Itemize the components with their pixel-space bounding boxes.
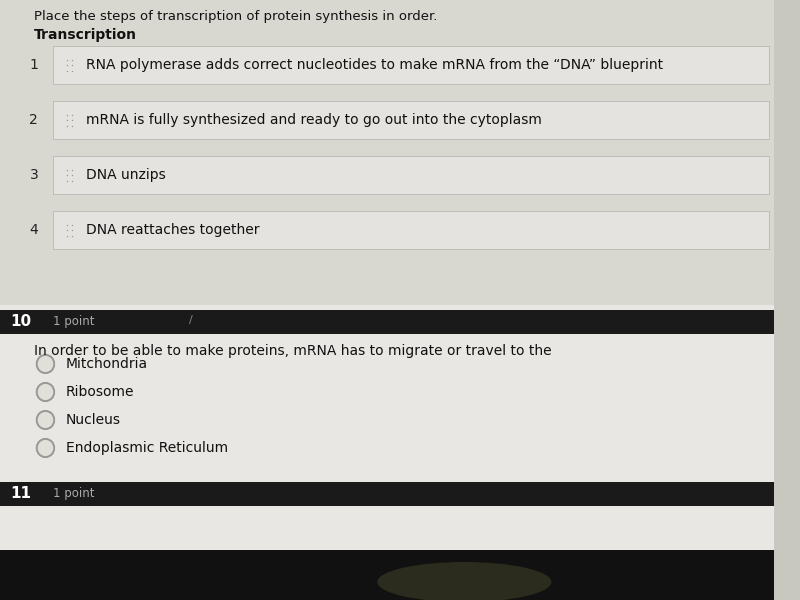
Text: 1 point: 1 point (54, 316, 94, 329)
Text: Nucleus: Nucleus (66, 413, 121, 427)
Text: /: / (189, 315, 192, 325)
Text: DNA unzips: DNA unzips (86, 168, 166, 182)
FancyBboxPatch shape (54, 46, 769, 84)
Circle shape (38, 384, 54, 400)
Ellipse shape (378, 562, 551, 600)
Text: DNA reattaches together: DNA reattaches together (86, 223, 259, 237)
Text: RNA polymerase adds correct nucleotides to make mRNA from the “DNA” blueprint: RNA polymerase adds correct nucleotides … (86, 58, 663, 72)
Text: Endoplasmic Reticulum: Endoplasmic Reticulum (66, 441, 228, 455)
FancyBboxPatch shape (54, 101, 769, 139)
FancyBboxPatch shape (54, 211, 769, 249)
Circle shape (38, 356, 54, 372)
Text: Transcription: Transcription (34, 28, 137, 42)
FancyBboxPatch shape (0, 310, 774, 334)
Text: 1: 1 (30, 58, 38, 72)
FancyBboxPatch shape (0, 0, 774, 305)
Circle shape (38, 412, 54, 428)
Text: 4: 4 (30, 223, 38, 237)
Text: Ribosome: Ribosome (66, 385, 134, 399)
Text: 1 point: 1 point (54, 487, 94, 500)
Text: 10: 10 (10, 314, 32, 329)
Text: Place the steps of transcription of protein synthesis in order.: Place the steps of transcription of prot… (34, 10, 438, 23)
Text: 11: 11 (10, 487, 32, 502)
Text: Mitchondria: Mitchondria (66, 357, 148, 371)
Text: 3: 3 (30, 168, 38, 182)
Text: 2: 2 (30, 113, 38, 127)
FancyBboxPatch shape (0, 482, 774, 506)
Text: In order to be able to make proteins, mRNA has to migrate or travel to the: In order to be able to make proteins, mR… (34, 344, 551, 358)
FancyBboxPatch shape (0, 305, 774, 600)
Text: mRNA is fully synthesized and ready to go out into the cytoplasm: mRNA is fully synthesized and ready to g… (86, 113, 542, 127)
FancyBboxPatch shape (54, 156, 769, 194)
FancyBboxPatch shape (0, 550, 774, 600)
Circle shape (38, 440, 54, 456)
